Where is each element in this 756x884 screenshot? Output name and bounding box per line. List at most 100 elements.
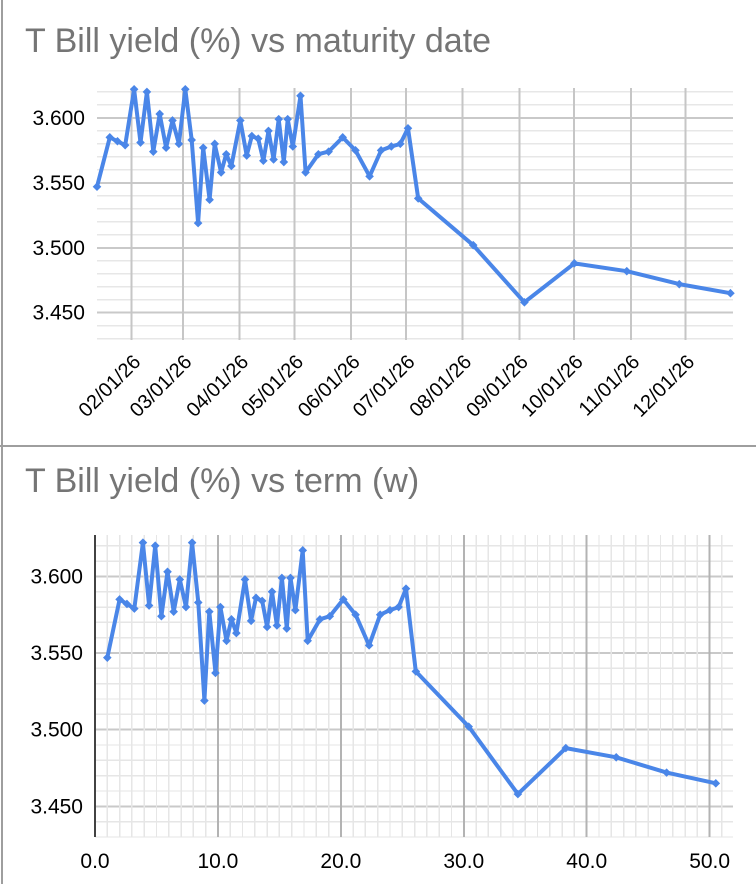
data-point-marker <box>168 116 177 125</box>
data-point-marker <box>144 601 154 610</box>
data-point-marker <box>205 195 214 205</box>
data-point-marker <box>259 156 268 166</box>
data-point-marker <box>142 87 152 97</box>
data-point-marker <box>161 143 171 153</box>
data-point-marker <box>210 139 220 149</box>
data-point-marker <box>282 624 292 633</box>
data-point-marker <box>339 595 348 604</box>
data-point-marker <box>216 168 226 177</box>
sheet-frame-line <box>1 0 3 884</box>
data-point-marker <box>193 218 203 228</box>
data-point-marker <box>561 743 571 753</box>
chart-yield-vs-maturity-date[interactable]: T Bill yield (%) vs maturity date 3.450 3… <box>0 0 756 446</box>
data-point-marker <box>338 133 347 142</box>
data-point-marker <box>674 279 684 289</box>
data-point-marker <box>216 602 225 612</box>
x-axis-label: 40.0 <box>566 850 607 873</box>
data-point-marker <box>303 636 312 646</box>
data-point-marker <box>513 789 523 799</box>
data-point-marker <box>274 114 284 124</box>
data-point-marker <box>291 605 300 615</box>
data-point-marker <box>726 288 735 298</box>
data-point-marker <box>413 194 423 203</box>
data-point-marker <box>122 599 132 609</box>
data-point-marker <box>120 140 130 150</box>
data-point-marker <box>180 84 190 94</box>
data-point-marker <box>242 151 252 160</box>
data-point-marker <box>325 611 335 621</box>
data-point-marker <box>247 131 257 141</box>
data-point-marker <box>130 604 139 613</box>
data-point-marker <box>240 575 250 584</box>
data-point-marker <box>520 298 529 307</box>
data-point-marker <box>296 91 305 101</box>
chart-divider <box>0 445 756 447</box>
data-point-marker <box>102 653 112 662</box>
data-point-marker <box>200 696 209 705</box>
data-point-marker <box>113 136 122 146</box>
data-point-marker <box>221 149 231 159</box>
y-axis-label: 3.600 <box>32 107 85 130</box>
data-point-marker <box>387 142 396 151</box>
y-axis-label: 3.550 <box>30 642 83 665</box>
data-point-marker <box>267 587 277 597</box>
data-point-marker <box>286 573 295 583</box>
data-point-marker <box>232 628 241 638</box>
data-point-marker <box>468 240 478 250</box>
data-point-marker <box>169 607 178 616</box>
data-point-marker <box>205 607 214 616</box>
chart-title: T Bill yield (%) vs maturity date <box>25 22 492 60</box>
data-point-marker <box>394 602 403 612</box>
data-point-marker <box>464 722 474 731</box>
data-point-marker <box>193 598 203 607</box>
data-point-marker <box>288 142 298 151</box>
data-point-marker <box>283 114 292 124</box>
data-point-marker <box>129 84 139 94</box>
y-axis-label: 3.450 <box>30 795 83 818</box>
data-point-marker <box>149 147 158 156</box>
x-axis-label: 0.0 <box>80 850 109 873</box>
data-point-marker <box>711 779 721 788</box>
data-point-marker <box>403 123 413 133</box>
data-point-marker <box>277 573 287 583</box>
data-point-marker <box>257 596 267 606</box>
x-axis-label: 10.0 <box>197 850 238 873</box>
data-point-marker <box>236 116 245 125</box>
data-point-marker <box>115 595 124 604</box>
data-point-marker <box>227 161 236 171</box>
data-point-marker <box>181 602 191 612</box>
chart-yield-vs-term[interactable]: T Bill yield (%) vs term (w) 3.450 3.500 3… <box>0 446 756 884</box>
data-point-marker <box>211 668 220 678</box>
data-point-marker <box>92 182 102 192</box>
data-point-marker <box>351 146 360 155</box>
data-point-marker <box>351 610 360 620</box>
data-point-marker <box>611 752 621 762</box>
chart-title: T Bill yield (%) vs term (w) <box>25 462 420 500</box>
y-axis-label: 3.500 <box>30 719 83 742</box>
y-axis-label: 3.600 <box>30 565 83 588</box>
y-axis-label: 3.500 <box>32 237 85 260</box>
data-point-marker <box>246 616 256 626</box>
chart-plot-term: 3.450 3.500 3.550 3.600 0.0 10.0 20.0 30.0 40.0 5… <box>30 535 733 873</box>
data-point-marker <box>411 667 421 676</box>
x-axis-label: 20.0 <box>320 850 361 873</box>
data-point-marker <box>301 168 310 177</box>
data-point-marker <box>198 143 208 153</box>
data-point-marker <box>570 259 579 268</box>
x-axis-label: 50.0 <box>689 850 730 873</box>
data-point-marker <box>298 546 308 555</box>
data-point-marker <box>364 641 374 650</box>
data-point-marker <box>175 575 185 584</box>
data-point-marker <box>138 538 148 547</box>
data-point-marker <box>253 134 263 143</box>
data-point-marker <box>395 139 405 149</box>
data-point-marker <box>187 135 196 145</box>
data-point-marker <box>222 636 231 646</box>
data-point-marker <box>136 138 145 147</box>
data-point-marker <box>662 768 671 777</box>
data-point-marker <box>272 621 282 630</box>
data-point-marker <box>150 541 160 551</box>
data-point-marker <box>264 126 273 136</box>
data-point-marker <box>187 538 197 547</box>
chart-plot-maturity: 3.4503.5003.5503.60002/01/2603/01/2604/0… <box>32 84 735 422</box>
